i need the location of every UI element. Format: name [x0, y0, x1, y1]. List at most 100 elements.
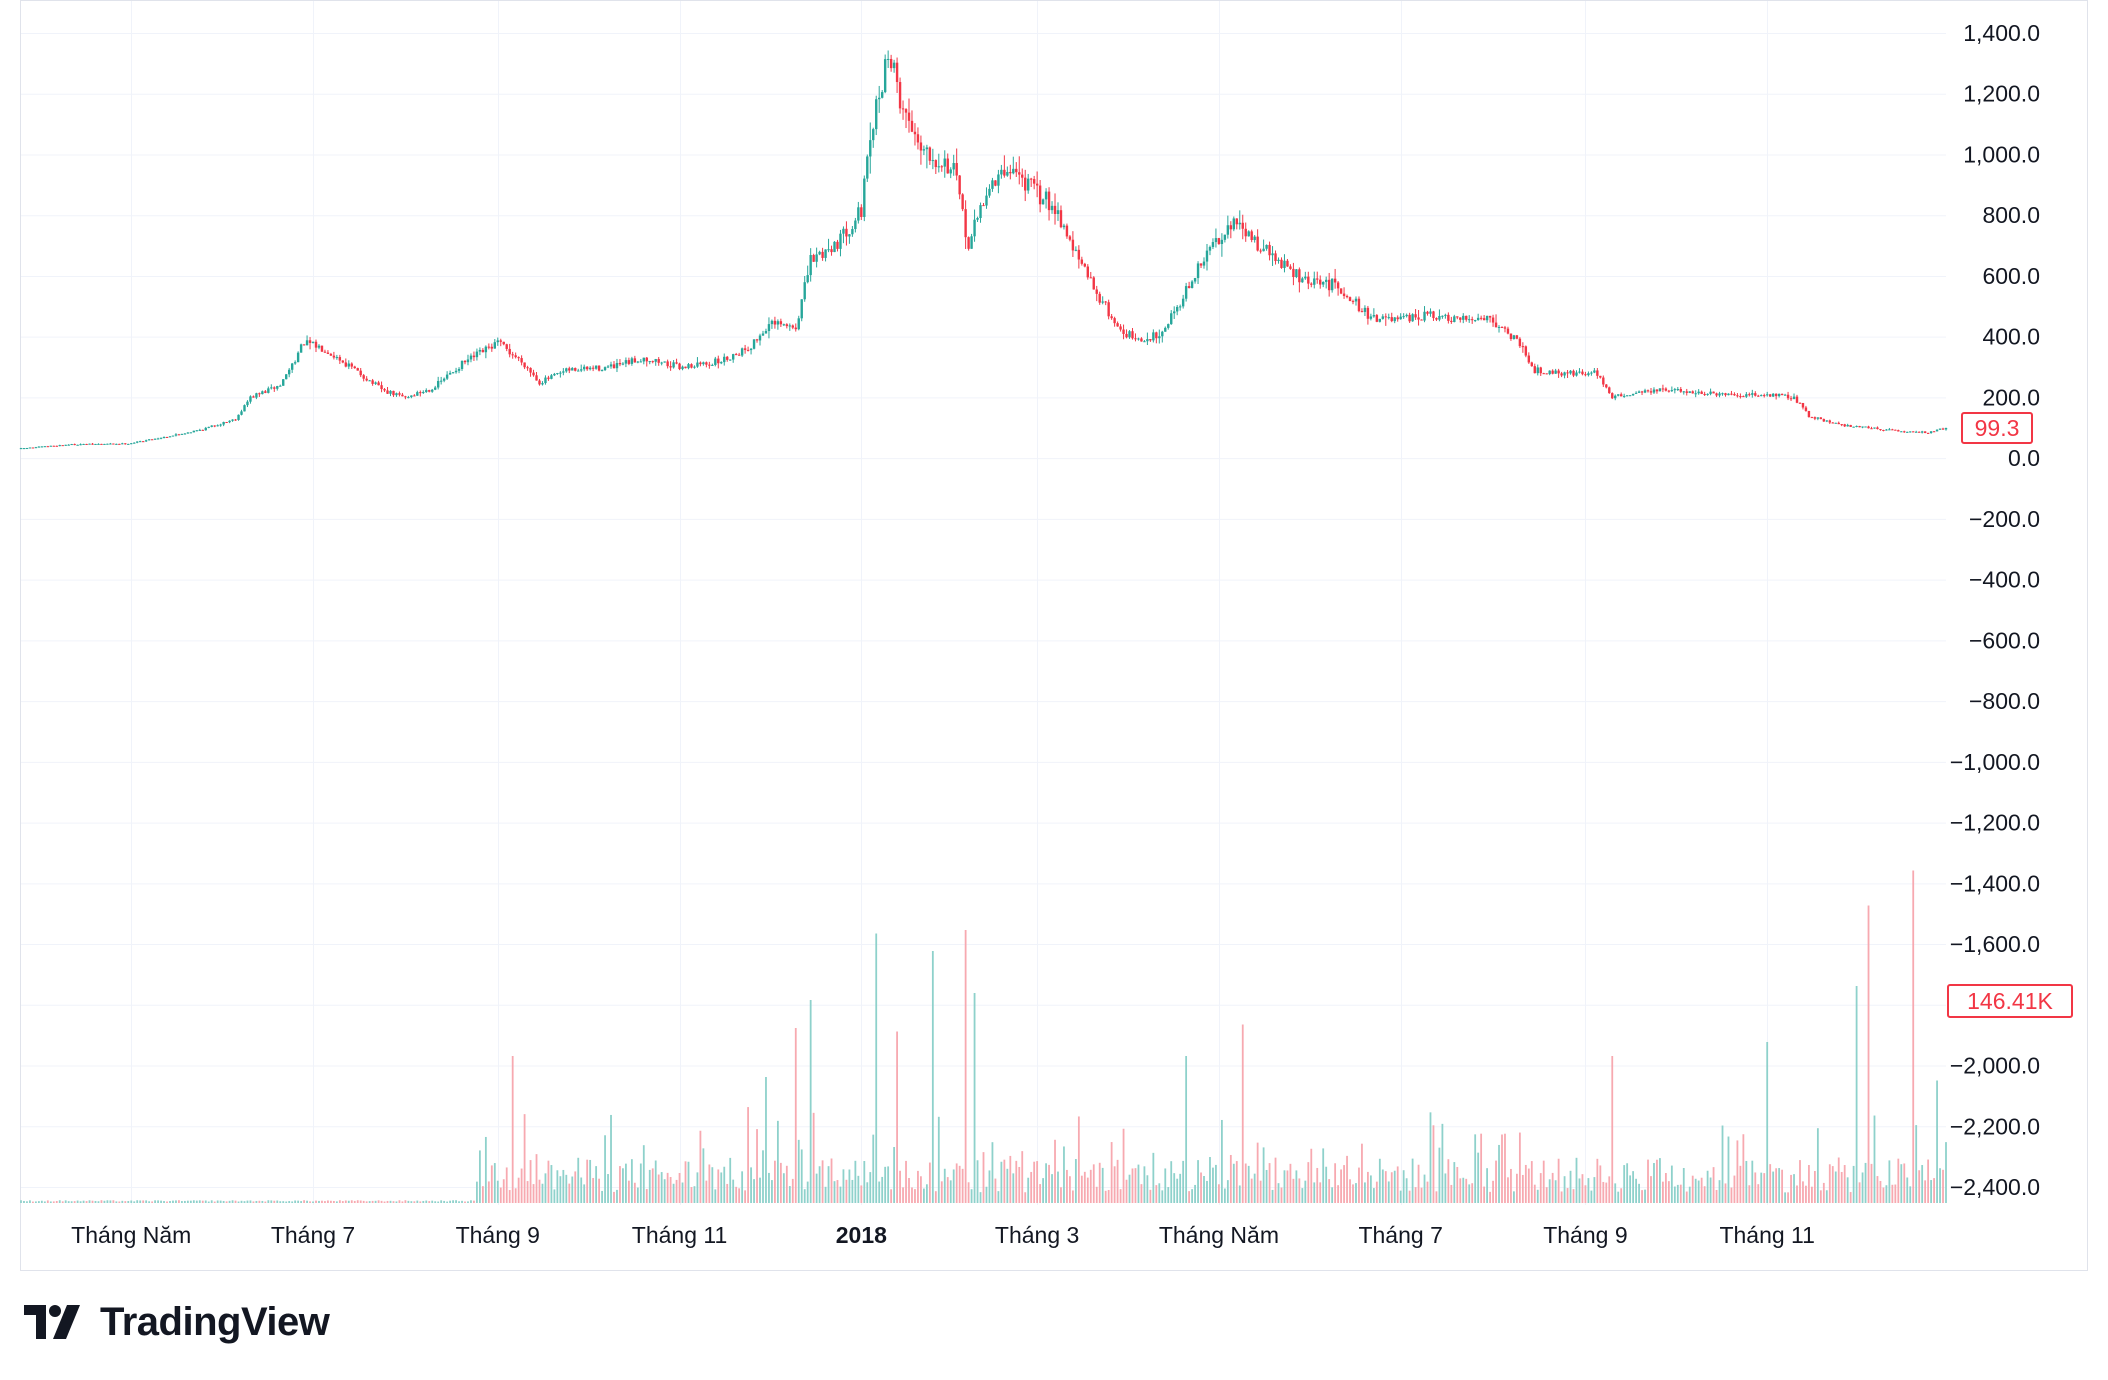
- candle-body: [141, 441, 145, 443]
- volume-bar: [1301, 1188, 1304, 1203]
- candle-body: [1897, 430, 1900, 432]
- volume-bar: [1930, 1180, 1933, 1203]
- price-tick-label: −800.0: [1969, 688, 2040, 714]
- volume-bar: [1942, 1169, 1944, 1203]
- candle-body: [1730, 393, 1733, 395]
- candle-body: [1640, 391, 1644, 393]
- volume-bar: [964, 930, 967, 1203]
- volume-bar: [79, 1201, 82, 1203]
- volume-bar: [1819, 1190, 1822, 1203]
- candle-body: [264, 391, 267, 393]
- volume-bar: [1420, 1187, 1423, 1203]
- candle-body: [133, 442, 136, 444]
- volume-bar: [1238, 1185, 1241, 1203]
- candle-body: [618, 362, 622, 365]
- volume-bar: [1879, 1180, 1882, 1203]
- candle-body: [1557, 370, 1560, 374]
- volume-bar: [857, 1175, 860, 1203]
- volume-bar: [368, 1201, 371, 1203]
- candle-body: [934, 160, 938, 168]
- volume-bar: [851, 1179, 854, 1203]
- volume-bar: [1024, 1192, 1027, 1203]
- candle-body: [1649, 391, 1653, 393]
- volume-bar: [1280, 1187, 1283, 1203]
- candle-body: [1104, 301, 1107, 303]
- volume-bar: [845, 1179, 848, 1203]
- volume-bar: [988, 1170, 991, 1203]
- candle-body: [282, 379, 285, 386]
- candle-body: [898, 82, 902, 109]
- candle-body: [988, 188, 991, 196]
- candle-body: [419, 392, 422, 394]
- volume-bar: [806, 1181, 809, 1203]
- volume-bar: [1676, 1184, 1679, 1203]
- volume-bar: [505, 1167, 508, 1203]
- candle-body: [410, 395, 413, 398]
- candle-body: [711, 364, 714, 366]
- tradingview-brand[interactable]: TradingView: [24, 1296, 330, 1348]
- candle-body: [1259, 250, 1262, 252]
- candle-body: [466, 359, 470, 363]
- volume-bar: [562, 1169, 565, 1203]
- volume-bar: [1575, 1157, 1578, 1203]
- candle-body: [1825, 420, 1829, 422]
- candle-body: [767, 324, 771, 331]
- volume-bar: [365, 1201, 368, 1203]
- candle-body: [43, 446, 47, 448]
- volume-bar: [1542, 1160, 1545, 1203]
- candle-body: [776, 321, 780, 325]
- volume-bar: [729, 1157, 732, 1203]
- candle-body: [350, 363, 353, 367]
- candle-body: [1712, 391, 1715, 394]
- candle-body: [1822, 419, 1826, 422]
- candle-body: [1891, 429, 1894, 431]
- candle-body: [1414, 314, 1417, 318]
- candle-body: [1819, 417, 1823, 420]
- candle-body: [338, 357, 342, 361]
- candle-body: [1131, 331, 1134, 339]
- candle-body: [1462, 315, 1465, 320]
- volume-bar: [338, 1200, 341, 1203]
- candle-body: [1509, 333, 1513, 340]
- candle-body: [1304, 276, 1307, 279]
- volume-bar: [1089, 1169, 1092, 1203]
- volume-bar: [765, 1077, 767, 1203]
- volume-bar: [467, 1201, 469, 1203]
- volume-bar: [1751, 1160, 1754, 1203]
- candle-body: [514, 355, 517, 358]
- volume-bar: [902, 1187, 904, 1203]
- candle-body: [1748, 394, 1751, 396]
- candle-body: [624, 360, 628, 364]
- volume-bar: [240, 1200, 243, 1203]
- candle-body: [270, 387, 273, 389]
- candle-body: [669, 366, 672, 368]
- volume-bar: [1715, 1189, 1718, 1203]
- volume-bar: [1766, 1042, 1769, 1203]
- volume-bar: [440, 1200, 443, 1203]
- volume-bar: [1656, 1159, 1658, 1203]
- volume-bar: [1605, 1182, 1608, 1203]
- candle-body: [1262, 248, 1265, 252]
- volume-bar: [1778, 1168, 1781, 1203]
- volume-bar: [1727, 1136, 1730, 1203]
- volume-bar: [1113, 1166, 1116, 1203]
- volume-bar: [1909, 1186, 1912, 1203]
- candle-body: [1220, 239, 1224, 245]
- candle-body: [1512, 335, 1516, 340]
- price-tick-label: −200.0: [1969, 506, 2040, 532]
- candle-body: [386, 390, 389, 394]
- volume-bar: [890, 1189, 893, 1203]
- volume-bar: [353, 1200, 356, 1203]
- candle-body: [1429, 311, 1432, 314]
- volume-bar: [833, 1181, 836, 1203]
- candle-body: [210, 425, 213, 427]
- candle-body: [1709, 391, 1712, 394]
- candle-body: [1184, 286, 1188, 299]
- candle-body: [964, 209, 967, 238]
- volume-bar: [1521, 1174, 1524, 1203]
- candle-body: [1575, 372, 1578, 376]
- candle-body: [508, 348, 511, 355]
- time-tick-label: Tháng Năm: [1159, 1222, 1279, 1248]
- volume-bar: [1816, 1128, 1819, 1203]
